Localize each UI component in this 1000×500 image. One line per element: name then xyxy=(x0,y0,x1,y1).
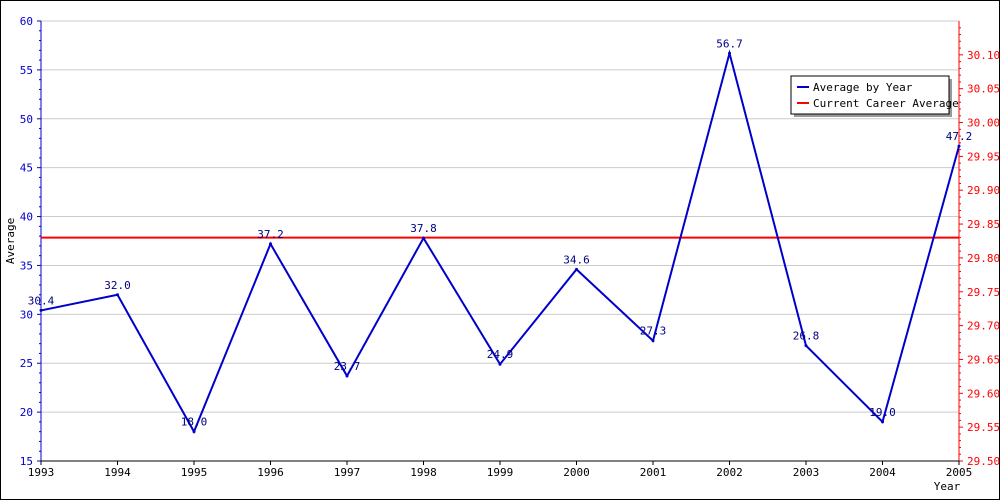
average-by-year-point xyxy=(728,51,731,55)
average-by-year-point xyxy=(498,362,502,366)
legend-box xyxy=(790,75,950,115)
left-axis-tick-label: 40 xyxy=(20,211,33,224)
left-axis-tick-label: 25 xyxy=(20,357,33,370)
right-axis-tick-label: 30.10 xyxy=(967,49,999,62)
x-axis-tick-label: 1998 xyxy=(410,466,437,479)
x-axis-tick-label: 2003 xyxy=(793,466,820,479)
x-axis-tick-label: 2005 xyxy=(946,466,973,479)
x-axis-tick-label: 2002 xyxy=(716,466,743,479)
average-by-year-point xyxy=(804,344,808,348)
x-axis-tick-label: 1997 xyxy=(334,466,361,479)
average-by-year-point xyxy=(422,236,425,240)
right-axis-tick-label: 30.05 xyxy=(967,83,999,96)
left-axis-tick-label: 45 xyxy=(20,162,33,175)
left-axis-tick-label: 55 xyxy=(20,64,33,77)
data-label: 47.2 xyxy=(946,130,973,143)
average-by-year-point xyxy=(575,267,578,271)
data-label: 32.0 xyxy=(104,279,131,292)
data-label: 18.0 xyxy=(181,416,208,429)
left-axis-tick-label: 50 xyxy=(20,113,33,126)
left-axis-tick-label: 35 xyxy=(20,259,33,272)
data-label: 24.9 xyxy=(487,348,514,361)
x-axis-title: Year xyxy=(934,480,961,493)
y-axis-title: Average xyxy=(4,218,17,264)
x-axis-tick-label: 1995 xyxy=(181,466,208,479)
data-label: 23.7 xyxy=(334,360,361,373)
right-axis-tick-label: 29.55 xyxy=(967,421,999,434)
average-by-year-point xyxy=(881,420,884,424)
average-by-year-point xyxy=(192,430,196,434)
left-axis-tick-label: 60 xyxy=(20,15,33,28)
legend-label-career-average: Current Career Average xyxy=(813,97,959,110)
right-axis-tick-label: 29.50 xyxy=(967,455,999,468)
left-axis-tick-label: 15 xyxy=(20,455,33,468)
right-axis-tick-label: 29.85 xyxy=(967,218,999,231)
data-label: 19.0 xyxy=(869,406,896,419)
right-axis-tick-label: 29.70 xyxy=(967,320,999,333)
x-axis-tick-label: 1996 xyxy=(257,466,284,479)
left-axis-tick-label: 20 xyxy=(20,406,33,419)
x-axis-tick-label: 1994 xyxy=(104,466,131,479)
x-axis-tick-label: 2001 xyxy=(640,466,667,479)
data-label: 37.2 xyxy=(257,228,284,241)
data-label: 56.7 xyxy=(716,37,743,50)
average-by-year-point xyxy=(269,242,272,246)
right-axis-tick-label: 30.00 xyxy=(967,117,999,130)
right-axis-tick-label: 29.80 xyxy=(967,252,999,265)
average-by-year-point xyxy=(39,308,43,312)
x-axis-tick-label: 2000 xyxy=(563,466,590,479)
data-label: 30.4 xyxy=(28,294,55,307)
average-by-year-point xyxy=(957,144,961,148)
x-axis-tick-label: 2004 xyxy=(869,466,896,479)
right-axis-tick-label: 29.65 xyxy=(967,353,999,366)
data-label: 37.8 xyxy=(410,222,437,235)
data-label: 27.3 xyxy=(640,325,667,338)
legend-label-average-by-year: Average by Year xyxy=(813,81,913,94)
data-label: 34.6 xyxy=(563,253,590,266)
right-axis-tick-label: 29.75 xyxy=(967,286,999,299)
x-axis-tick-label: 1993 xyxy=(28,466,55,479)
average-by-year-point xyxy=(116,293,119,297)
right-axis-tick-label: 29.60 xyxy=(967,387,999,400)
right-axis-tick-label: 29.95 xyxy=(967,150,999,163)
x-axis-tick-label: 1999 xyxy=(487,466,514,479)
average-by-year-point xyxy=(651,339,655,343)
average-by-year-point xyxy=(345,374,349,378)
data-label: 26.8 xyxy=(793,330,820,343)
right-axis-tick-label: 29.90 xyxy=(967,184,999,197)
left-axis-tick-label: 30 xyxy=(20,308,33,321)
